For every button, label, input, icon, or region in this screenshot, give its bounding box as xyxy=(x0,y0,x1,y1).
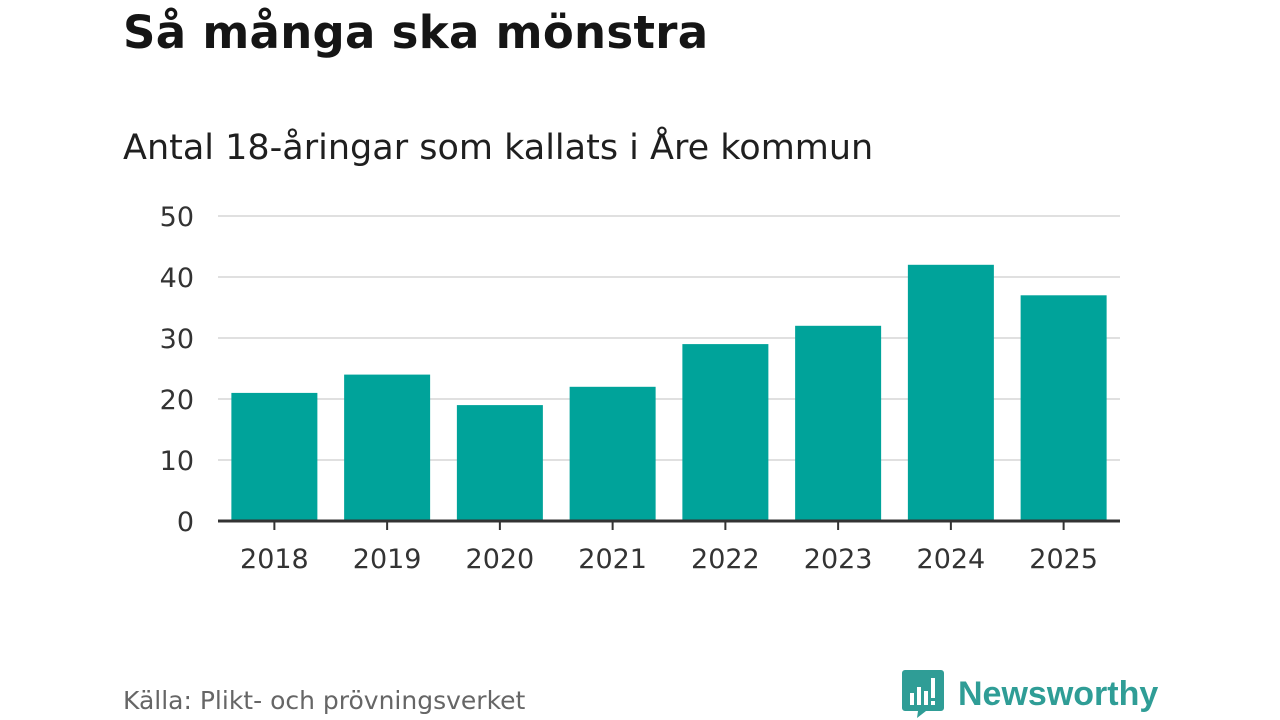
y-tick-label: 10 xyxy=(160,446,194,477)
bar-2022 xyxy=(682,344,769,521)
tick-labels: 0 10 20 30 40 50 2018 2019 2020 2021 2022 2023 2024 2… xyxy=(160,202,1098,575)
bar-2020 xyxy=(456,405,543,521)
x-tick-label: 2020 xyxy=(466,544,535,575)
bar-2024 xyxy=(907,264,994,521)
bar-2025 xyxy=(1020,295,1107,521)
x-tick-label: 2022 xyxy=(691,544,760,575)
y-tick-label: 30 xyxy=(160,324,194,355)
axes xyxy=(218,519,1120,530)
newsworthy-logo-icon xyxy=(902,670,944,718)
brand-name: Newsworthy xyxy=(958,674,1159,713)
y-tick-label: 0 xyxy=(177,507,194,538)
x-tick-label: 2023 xyxy=(804,544,873,575)
bar-2021 xyxy=(569,386,656,521)
bars xyxy=(231,264,1107,521)
bar-2018 xyxy=(231,392,318,521)
y-tick-label: 50 xyxy=(160,202,194,233)
x-tick-label: 2018 xyxy=(240,544,309,575)
bar-2019 xyxy=(344,374,431,521)
x-tick-label: 2024 xyxy=(917,544,986,575)
y-tick-label: 20 xyxy=(160,385,194,416)
bar-chart: 0 10 20 30 40 50 2018 2019 2020 2021 2022 2023 2024 2… xyxy=(160,202,1120,575)
x-tick-label: 2019 xyxy=(353,544,422,575)
x-tick-label: 2021 xyxy=(578,544,647,575)
source-note: Källa: Plikt- och prövningsverket xyxy=(123,686,526,715)
x-tick-label: 2025 xyxy=(1029,544,1098,575)
brand-logo: Newsworthy xyxy=(902,670,1158,718)
bar-2023 xyxy=(795,325,882,521)
chart-title: Så många ska mönstra xyxy=(123,6,709,59)
chart-subtitle: Antal 18-åringar som kallats i Åre kommu… xyxy=(123,128,874,168)
y-tick-label: 40 xyxy=(160,263,194,294)
